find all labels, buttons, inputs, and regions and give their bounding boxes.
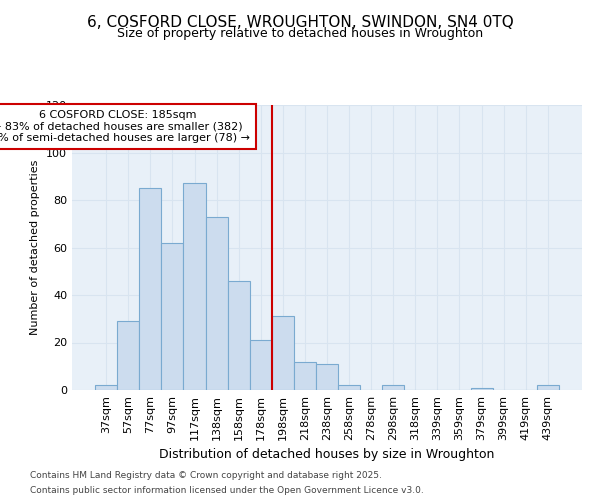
Text: Contains HM Land Registry data © Crown copyright and database right 2025.: Contains HM Land Registry data © Crown c… <box>30 471 382 480</box>
Y-axis label: Number of detached properties: Number of detached properties <box>31 160 40 335</box>
X-axis label: Distribution of detached houses by size in Wroughton: Distribution of detached houses by size … <box>160 448 494 462</box>
Bar <box>537 385 559 390</box>
Bar <box>250 340 272 390</box>
Bar <box>117 321 139 390</box>
Text: Size of property relative to detached houses in Wroughton: Size of property relative to detached ho… <box>117 28 483 40</box>
Text: Contains public sector information licensed under the Open Government Licence v3: Contains public sector information licen… <box>30 486 424 495</box>
Bar <box>316 364 338 390</box>
Bar <box>338 385 360 390</box>
Bar <box>272 316 294 390</box>
Bar <box>184 184 206 390</box>
Text: 6, COSFORD CLOSE, WROUGHTON, SWINDON, SN4 0TQ: 6, COSFORD CLOSE, WROUGHTON, SWINDON, SN… <box>86 15 514 30</box>
Bar <box>95 385 117 390</box>
Bar <box>227 281 250 390</box>
Bar <box>206 216 227 390</box>
Bar <box>382 385 404 390</box>
Bar <box>294 362 316 390</box>
Bar <box>139 188 161 390</box>
Bar <box>161 243 184 390</box>
Bar <box>470 388 493 390</box>
Text: 6 COSFORD CLOSE: 185sqm
← 83% of detached houses are smaller (382)
17% of semi-d: 6 COSFORD CLOSE: 185sqm ← 83% of detache… <box>0 110 250 143</box>
